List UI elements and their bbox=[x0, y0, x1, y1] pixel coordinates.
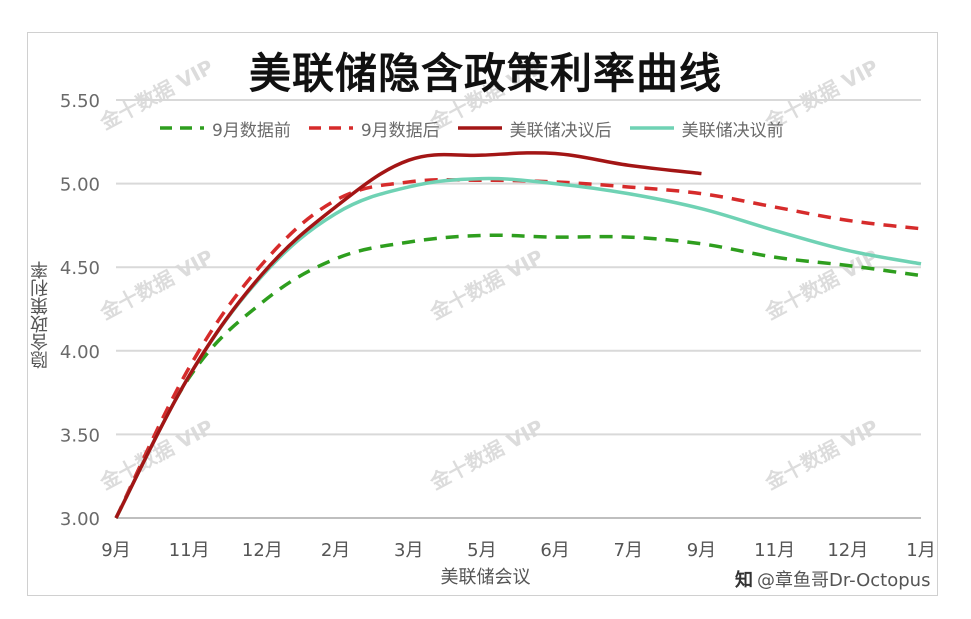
x-tick-label: 3月 bbox=[394, 540, 423, 561]
legend-label: 9月数据前 bbox=[212, 120, 291, 141]
series-layer bbox=[114, 151, 922, 519]
legend-label: 美联储决议前 bbox=[681, 120, 784, 141]
chart-title: 美联储隐含政策利率曲线 bbox=[248, 49, 722, 98]
legend-swatch bbox=[308, 126, 353, 130]
x-tick-label: 12月 bbox=[827, 540, 868, 561]
watermark-text: 金十数据 VIP bbox=[95, 415, 217, 495]
x-axis-label: 美联储会议 bbox=[440, 567, 531, 588]
chart-frame bbox=[27, 32, 938, 596]
x-tick-label: 9月 bbox=[687, 540, 716, 561]
watermark-text: 金十数据 VIP bbox=[425, 415, 547, 495]
series-line bbox=[114, 177, 922, 519]
y-tick-label: 5.00 bbox=[60, 175, 100, 196]
x-tick-label: 12月 bbox=[242, 540, 283, 561]
y-tick-layer: 3.00 3.50 4.00 4.50 5.00 5.50 bbox=[60, 91, 100, 530]
x-tick-label: 11月 bbox=[754, 540, 795, 561]
legend-swatch bbox=[160, 126, 204, 130]
y-tick-label: 4.00 bbox=[60, 342, 100, 363]
legend-item: 9月数据后 bbox=[308, 116, 440, 141]
credit-watermark: 知 @章鱼哥Dr-Octopus bbox=[735, 566, 930, 592]
y-axis-label: 隐含政策利率 bbox=[30, 261, 51, 369]
x-tick-label: 1月 bbox=[906, 540, 935, 561]
x-tick-label: 2月 bbox=[321, 540, 350, 561]
x-tick-label: 11月 bbox=[169, 540, 210, 561]
zhihu-icon: 知 bbox=[735, 570, 753, 591]
watermark-text: 金十数据 VIP bbox=[425, 245, 547, 325]
watermark-text: 金十数据 VIP bbox=[760, 415, 882, 495]
legend-item: 9月数据前 bbox=[160, 116, 291, 141]
watermark-text: 金十数据 VIP bbox=[95, 245, 217, 325]
series-line bbox=[114, 151, 702, 519]
credit-text: @章鱼哥Dr-Octopus bbox=[757, 570, 931, 591]
x-tick-label: 6月 bbox=[540, 540, 569, 561]
x-tick-layer: 9月 11月 12月 2月 3月 5月 6月 7月 9月 11月 12月 1月 bbox=[101, 540, 935, 561]
x-tick-label: 9月 bbox=[101, 540, 130, 561]
legend-item: 美联储决议后 bbox=[457, 116, 612, 141]
legend-label: 美联储决议后 bbox=[509, 120, 612, 141]
y-tick-label: 4.50 bbox=[60, 258, 100, 279]
x-tick-label: 7月 bbox=[614, 540, 643, 561]
chart-legend: 9月数据前 9月数据后 美联储决议后 美联储决议前 bbox=[160, 115, 784, 141]
series-line bbox=[114, 233, 922, 519]
y-tick-label: 5.50 bbox=[60, 91, 100, 112]
legend-item: 美联储决议前 bbox=[629, 116, 784, 141]
legend-swatch bbox=[629, 126, 674, 130]
legend-label: 9月数据后 bbox=[360, 120, 440, 141]
y-tick-label: 3.50 bbox=[60, 425, 100, 446]
x-tick-label: 5月 bbox=[467, 540, 496, 561]
legend-swatch bbox=[457, 126, 502, 130]
grid-layer bbox=[116, 99, 921, 519]
y-tick-label: 3.00 bbox=[60, 509, 100, 530]
